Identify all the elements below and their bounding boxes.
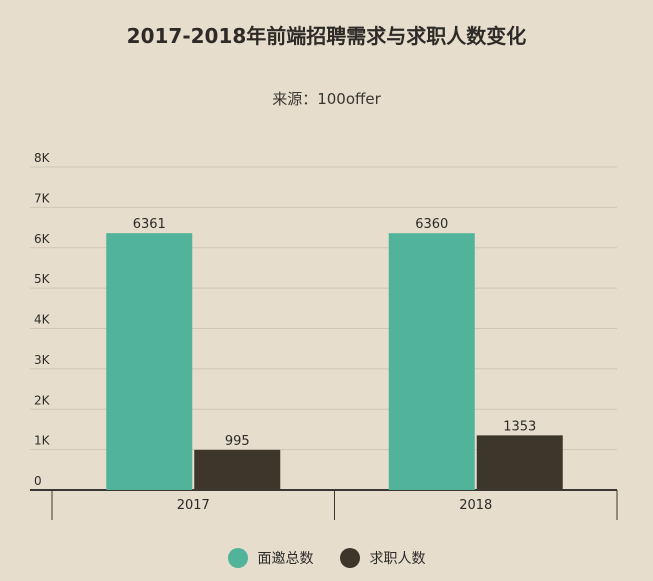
data-label-2017-series-1: 995 <box>225 434 250 449</box>
bar-2018-series-1 <box>476 435 563 490</box>
legend-swatch-series-0 <box>227 548 248 568</box>
y-tick-label-7: 7K <box>34 191 51 205</box>
data-label-2018-series-0: 6360 <box>415 217 448 232</box>
legend-swatch-series-1 <box>339 548 360 568</box>
y-tick-label-6: 6K <box>34 232 51 246</box>
legend-item-series-0[interactable]: 面邀总数 <box>227 548 314 568</box>
y-tick-label-5: 5K <box>34 272 51 286</box>
chart-legend: 面邀总数 求职人数 <box>0 548 653 568</box>
bar-2017-series-0 <box>106 233 193 490</box>
y-tick-label-2: 2K <box>34 393 51 407</box>
bar-2018-series-0 <box>388 233 475 490</box>
legend-label-series-0: 面邀总数 <box>257 551 314 567</box>
bar-2017-series-1 <box>194 449 281 490</box>
legend-label-series-1: 求职人数 <box>369 551 426 567</box>
x-tick-label-1: 2018 <box>459 498 492 513</box>
y-tick-label-3: 3K <box>34 353 51 367</box>
chart-title: 2017-2018年前端招聘需求与求职人数变化 <box>126 24 527 48</box>
data-label-2017-series-0: 6361 <box>133 217 166 232</box>
chart-subtitle: 来源：100offer <box>272 90 381 108</box>
y-tick-label-8: 8K <box>34 151 51 165</box>
y-tick-label-4: 4K <box>34 313 51 327</box>
y-tick-label-1: 1K <box>34 434 51 448</box>
y-tick-label-0: 0 <box>34 474 42 488</box>
x-tick-label-0: 2017 <box>177 498 210 513</box>
data-label-2018-series-1: 1353 <box>503 419 536 434</box>
legend-item-series-1[interactable]: 求职人数 <box>339 548 426 568</box>
